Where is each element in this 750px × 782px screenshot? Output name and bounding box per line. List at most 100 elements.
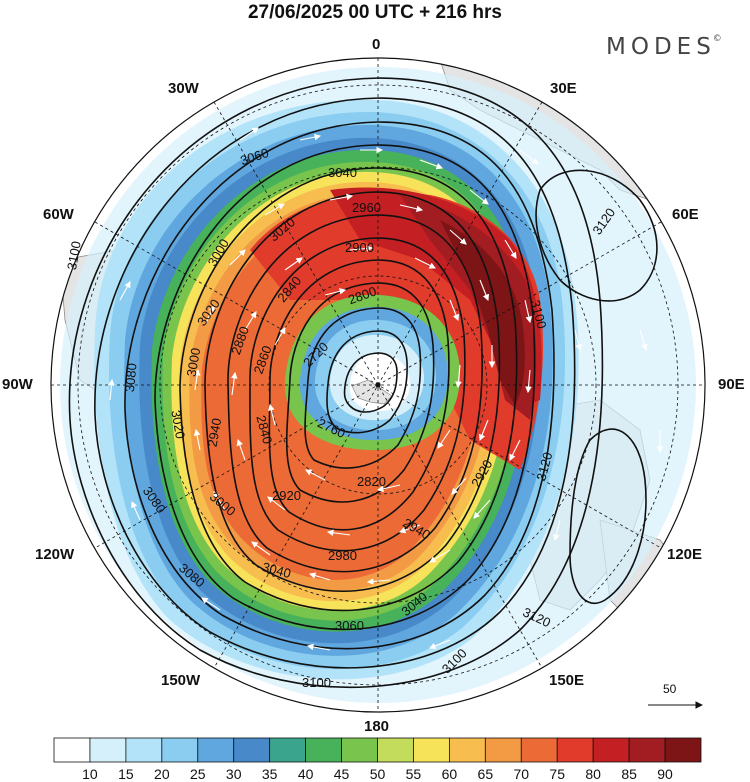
colorbar-swatch — [520, 737, 558, 763]
wind-arrow — [299, 133, 322, 141]
contour-line — [569, 428, 647, 605]
colorbar-tick-label: 45 — [333, 766, 350, 782]
wind-arrow — [595, 619, 611, 637]
wind-arrow — [473, 499, 491, 519]
colorbar-swatch — [197, 737, 235, 763]
colorbar-swatch — [161, 737, 199, 763]
wind-arrow — [478, 419, 489, 442]
contour-line — [535, 169, 658, 302]
lon-label-60e: 60E — [672, 206, 699, 223]
colorbar-swatch — [305, 737, 342, 763]
wind-arrow — [264, 203, 285, 216]
wind-arrow — [366, 578, 391, 585]
colorbar-swatch — [341, 737, 378, 763]
wind-arrow — [376, 484, 401, 492]
colorbar-tick-label: 15 — [118, 766, 134, 782]
wind-arrow — [449, 299, 460, 322]
colorbar-swatch — [89, 737, 127, 763]
wind-arrow — [193, 428, 201, 451]
colorbar-tick-label: 90 — [657, 766, 673, 782]
contour-line — [227, 214, 483, 573]
contour-line — [285, 282, 435, 503]
wind-arrow — [504, 239, 517, 259]
brand-name: MODES — [606, 34, 716, 60]
wind-arrow — [251, 541, 271, 556]
colorbar-swatch — [413, 737, 450, 763]
contour-label: 3040 — [261, 559, 293, 581]
contour-line — [249, 237, 466, 552]
contour-line — [304, 307, 422, 469]
contour-label: 3080 — [122, 363, 139, 393]
wind-arrow — [479, 279, 490, 302]
wind-arrow — [469, 189, 489, 205]
colorbar-tick-label: 25 — [189, 766, 206, 782]
contour-line — [343, 352, 398, 413]
colorbar-tick-label: 50 — [369, 766, 386, 782]
contour-label: 3100 — [64, 240, 84, 271]
wind-arrow — [305, 469, 326, 481]
wind-arrow — [131, 500, 141, 521]
colorbar-swatch — [53, 737, 91, 763]
wind-arrow — [519, 149, 539, 165]
colorbar-tick-label: 75 — [549, 766, 566, 782]
contour-label: 3060 — [335, 618, 364, 633]
wind-arrow — [398, 524, 421, 534]
lon-label-90w: 90W — [2, 376, 33, 393]
contour-label: 2940 — [205, 417, 225, 448]
wind-arrow — [455, 364, 462, 389]
contour-label: 3020 — [168, 409, 188, 440]
contour-label: 2820 — [357, 474, 386, 489]
colorbar-swatch — [269, 737, 307, 763]
brand-mark: © — [712, 34, 722, 44]
colorbar-tick-label: 85 — [621, 766, 637, 782]
wind-arrow — [429, 549, 451, 563]
colorbar-tick-label: 40 — [297, 766, 314, 782]
wind-arrow — [437, 429, 451, 449]
wind-arrow — [525, 369, 532, 394]
wind-arrow — [553, 519, 561, 542]
wind-arrow — [119, 281, 131, 301]
wind-arrow — [204, 305, 215, 326]
colorbar-tick-label: 30 — [225, 766, 242, 782]
contour-label: 3120 — [533, 450, 555, 482]
lon-label-60w: 60W — [43, 206, 74, 223]
wind-arrow — [274, 327, 286, 346]
map-border — [50, 57, 706, 713]
contour-label: 2900 — [345, 240, 374, 255]
colorbar-swatch — [448, 737, 486, 763]
colorbar — [53, 737, 702, 763]
lon-label-120w: 120W — [35, 546, 75, 563]
colorbar-swatch — [664, 737, 702, 763]
wind-arrow — [509, 439, 521, 461]
wind-arrow — [284, 257, 303, 271]
wind-arrow — [193, 368, 201, 391]
wind-arrow — [229, 249, 246, 266]
wind-arrow — [236, 438, 246, 461]
contour-line — [268, 259, 450, 531]
contour-line — [204, 191, 501, 593]
contour-line — [68, 77, 604, 689]
colorbar-swatch — [233, 737, 271, 763]
colorbar-tick-label: 60 — [441, 766, 458, 782]
lon-label-150e: 150E — [549, 672, 585, 689]
contour-label: 2980 — [328, 548, 357, 563]
colorbar-tick-label: 70 — [513, 766, 530, 782]
wind-arrow — [524, 299, 532, 324]
contour-line — [326, 330, 408, 434]
colorbar-tick-label: 10 — [82, 766, 98, 782]
colorbar-swatch — [484, 737, 522, 763]
colorbar-tick-label: 55 — [405, 766, 422, 782]
wind-arrow — [239, 127, 259, 141]
wind-arrow — [213, 491, 226, 511]
wind-arrow — [574, 329, 582, 352]
wind-arrow — [324, 288, 347, 296]
wind-speed-field — [51, 58, 705, 712]
wind-arrow — [349, 245, 374, 252]
lon-label-30w: 30W — [168, 80, 199, 97]
south-pole-marker — [375, 382, 381, 388]
brand-logo: MODES© — [606, 34, 722, 60]
reference-vector-label: 50 — [663, 682, 677, 696]
wind-arrow — [306, 643, 331, 651]
wind-arrow — [308, 572, 331, 581]
lon-label-0: 0 — [372, 36, 381, 53]
